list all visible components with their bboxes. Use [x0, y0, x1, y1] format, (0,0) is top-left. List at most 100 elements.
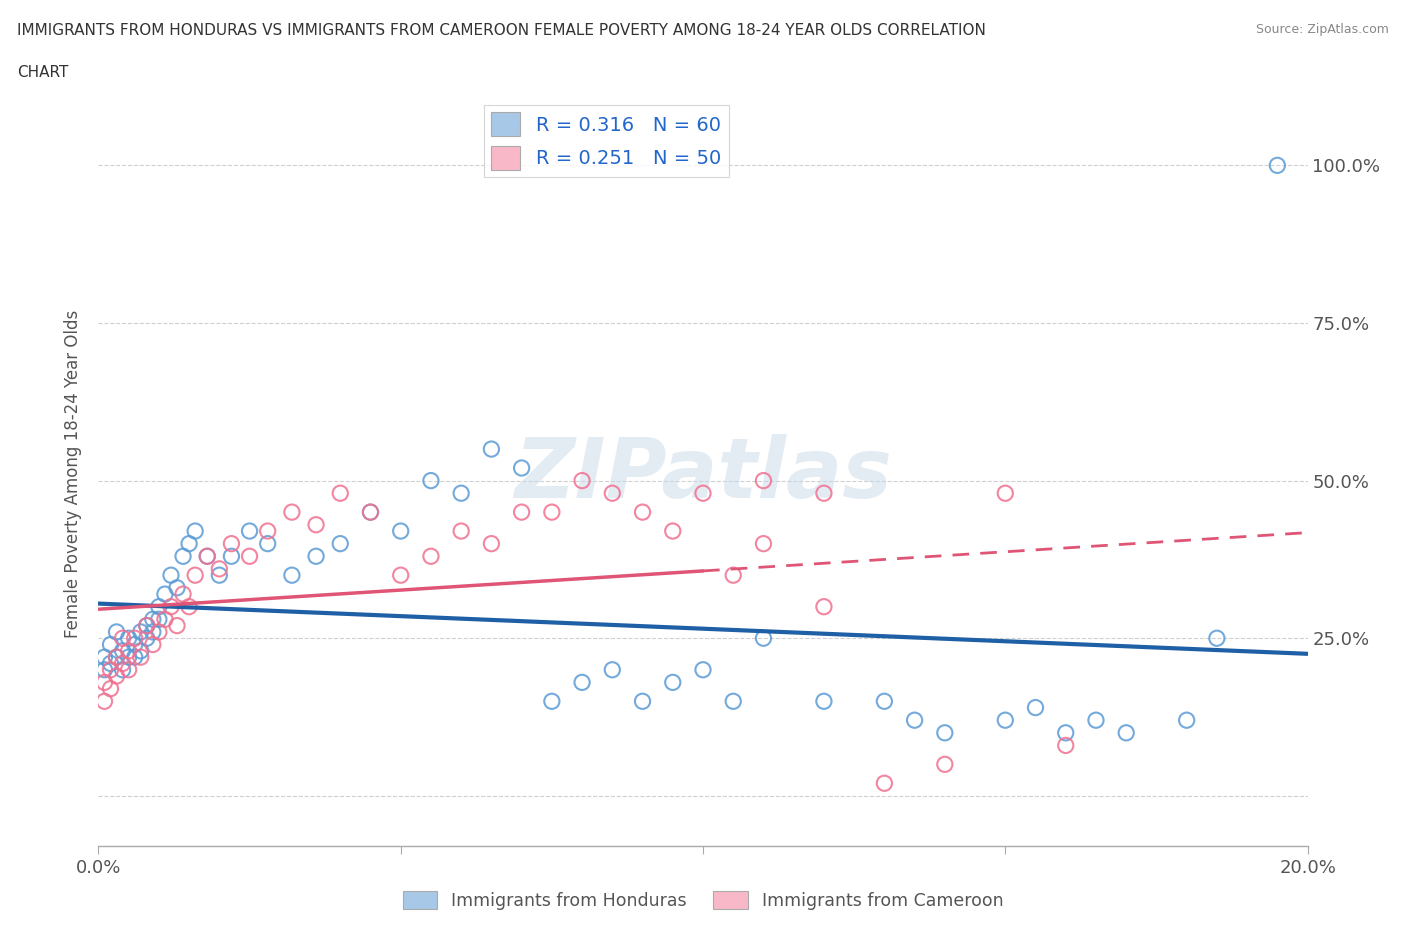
Point — [118, 662, 141, 677]
Point — [135, 618, 157, 633]
Point — [93, 662, 115, 677]
Point — [256, 537, 278, 551]
Point — [111, 662, 134, 677]
Point — [692, 662, 714, 677]
Point — [93, 675, 115, 690]
Point — [692, 485, 714, 500]
Point — [124, 631, 146, 645]
Point — [239, 524, 262, 538]
Point — [631, 505, 654, 520]
Point — [813, 694, 835, 709]
Point — [221, 549, 243, 564]
Point — [1024, 700, 1046, 715]
Point — [118, 650, 141, 665]
Point — [239, 549, 262, 564]
Point — [329, 537, 352, 551]
Point — [1175, 712, 1198, 727]
Point — [994, 712, 1017, 727]
Point — [481, 442, 503, 457]
Point — [135, 618, 157, 633]
Point — [256, 524, 278, 538]
Point — [305, 549, 328, 564]
Text: IMMIGRANTS FROM HONDURAS VS IMMIGRANTS FROM CAMEROON FEMALE POVERTY AMONG 18-24 : IMMIGRANTS FROM HONDURAS VS IMMIGRANTS F… — [17, 23, 986, 38]
Point — [571, 675, 593, 690]
Point — [105, 669, 128, 684]
Point — [602, 485, 624, 500]
Point — [195, 549, 218, 564]
Point — [124, 650, 146, 665]
Text: ZIPatlas: ZIPatlas — [515, 433, 891, 515]
Point — [208, 567, 231, 582]
Point — [934, 725, 956, 740]
Point — [904, 712, 927, 727]
Point — [540, 694, 562, 709]
Point — [142, 624, 165, 639]
Point — [93, 650, 115, 665]
Point — [1206, 631, 1229, 645]
Point — [1115, 725, 1137, 740]
Point — [813, 485, 835, 500]
Point — [481, 537, 503, 551]
Point — [100, 682, 122, 697]
Legend: Immigrants from Honduras, Immigrants from Cameroon: Immigrants from Honduras, Immigrants fro… — [396, 884, 1010, 917]
Point — [450, 485, 472, 500]
Point — [129, 624, 152, 639]
Point — [631, 694, 654, 709]
Point — [510, 460, 533, 475]
Point — [166, 580, 188, 595]
Point — [723, 567, 745, 582]
Point — [420, 473, 443, 488]
Point — [661, 524, 683, 538]
Point — [571, 473, 593, 488]
Point — [129, 650, 152, 665]
Point — [752, 631, 775, 645]
Point — [281, 567, 304, 582]
Text: Source: ZipAtlas.com: Source: ZipAtlas.com — [1256, 23, 1389, 36]
Point — [1054, 725, 1077, 740]
Point — [153, 612, 176, 627]
Point — [172, 549, 194, 564]
Point — [93, 694, 115, 709]
Point — [135, 631, 157, 645]
Point — [184, 524, 207, 538]
Point — [994, 485, 1017, 500]
Point — [124, 637, 146, 652]
Point — [118, 631, 141, 645]
Point — [100, 662, 122, 677]
Point — [166, 618, 188, 633]
Point — [420, 549, 443, 564]
Point — [1054, 738, 1077, 753]
Point — [1267, 158, 1289, 173]
Point — [450, 524, 472, 538]
Point — [360, 505, 382, 520]
Point — [723, 694, 745, 709]
Point — [148, 612, 170, 627]
Point — [172, 587, 194, 602]
Point — [100, 637, 122, 652]
Point — [142, 612, 165, 627]
Point — [160, 599, 183, 614]
Point — [179, 599, 201, 614]
Legend: R = 0.316   N = 60, R = 0.251   N = 50: R = 0.316 N = 60, R = 0.251 N = 50 — [484, 104, 730, 178]
Point — [118, 644, 141, 658]
Point — [111, 644, 134, 658]
Point — [813, 599, 835, 614]
Point — [360, 505, 382, 520]
Point — [142, 637, 165, 652]
Point — [179, 537, 201, 551]
Point — [129, 644, 152, 658]
Point — [160, 567, 183, 582]
Point — [389, 524, 412, 538]
Point — [100, 656, 122, 671]
Point — [752, 473, 775, 488]
Point — [148, 624, 170, 639]
Point — [111, 656, 134, 671]
Point — [105, 650, 128, 665]
Point — [389, 567, 412, 582]
Point — [184, 567, 207, 582]
Point — [148, 599, 170, 614]
Point — [111, 631, 134, 645]
Point — [661, 675, 683, 690]
Point — [602, 662, 624, 677]
Point — [873, 776, 896, 790]
